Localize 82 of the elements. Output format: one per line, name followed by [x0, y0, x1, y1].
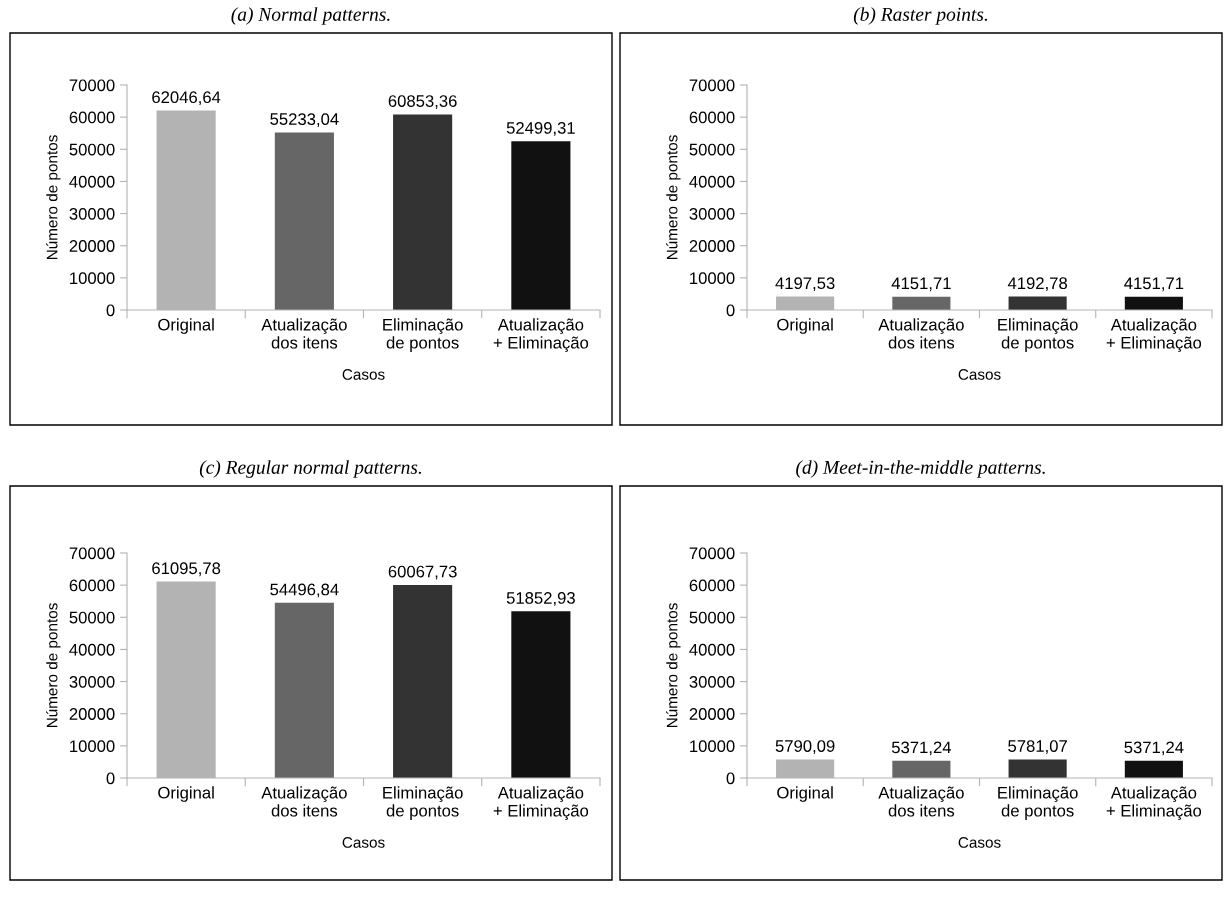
- x-tick-label: Original: [777, 786, 833, 802]
- data-label: 4192,78: [1007, 277, 1068, 292]
- x-tick-label: Original: [158, 318, 214, 334]
- chart-title: (d) Meet-in-the-middle patterns.: [796, 460, 1045, 478]
- y-tick-label: 70000: [69, 79, 115, 92]
- x-tick-label: Atualização dos itens: [261, 318, 347, 349]
- y-tick-label: 0: [106, 772, 115, 785]
- y-tick-label: 60000: [69, 579, 115, 592]
- data-label: 60067,73: [388, 565, 457, 580]
- y-axis-title: Número de pontos: [46, 135, 61, 260]
- y-tick-label: 50000: [689, 611, 735, 624]
- y-tick-label: 50000: [69, 611, 115, 624]
- y-tick-label: 10000: [70, 272, 115, 285]
- y-tick-label: 20000: [69, 708, 115, 720]
- x-tick-label: Atualização dos itens: [878, 786, 964, 817]
- data-label: 54496,84: [270, 583, 339, 598]
- y-tick-label: 50000: [69, 143, 115, 156]
- bar: [511, 611, 571, 778]
- y-tick-label: 60000: [689, 111, 735, 124]
- y-tick-label: 60000: [689, 579, 735, 592]
- y-tick-label: 40000: [689, 643, 735, 656]
- y-tick-label: 40000: [69, 643, 115, 656]
- y-tick-label: 10000: [690, 740, 735, 753]
- y-tick-label: 0: [106, 304, 115, 317]
- data-label: 4197,53: [775, 277, 835, 292]
- y-tick-label: 30000: [689, 207, 735, 220]
- y-tick-label: 40000: [69, 175, 115, 188]
- data-label: 52499,31: [506, 121, 575, 136]
- x-tick-label: Original: [158, 786, 214, 802]
- data-label: 61095,78: [152, 562, 221, 577]
- data-label: 4151,71: [891, 277, 951, 292]
- y-axis-title: Número de pontos: [46, 603, 61, 728]
- x-tick-label: Atualização dos itens: [261, 786, 347, 817]
- y-tick-label: 30000: [689, 675, 735, 688]
- data-label: 5790,09: [775, 740, 835, 754]
- x-axis-title: Casos: [342, 369, 385, 380]
- y-tick-label: 70000: [689, 547, 735, 560]
- y-tick-label: 0: [726, 772, 735, 785]
- y-tick-label: 30000: [69, 207, 115, 220]
- x-tick-label: Eliminação de pontos: [998, 786, 1078, 820]
- y-tick-label: 70000: [689, 79, 735, 92]
- x-axis-title: Casos: [958, 369, 1001, 380]
- x-tick-label: Atualização + Eliminação: [1106, 786, 1202, 820]
- chart-title: (b) Raster points.: [853, 7, 988, 25]
- bar: [511, 141, 571, 310]
- y-tick-label: 30000: [69, 675, 115, 688]
- x-tick-label: Original: [777, 318, 833, 334]
- y-tick-label: 50000: [689, 143, 735, 156]
- chart-title: (c) Regular normal patterns.: [199, 460, 422, 478]
- x-tick-label: Eliminação de pontos: [383, 786, 463, 820]
- y-tick-label: 10000: [70, 740, 115, 753]
- y-tick-label: 20000: [689, 708, 735, 720]
- y-tick-label: 70000: [69, 547, 115, 560]
- x-tick-label: Atualização dos itens: [878, 318, 964, 349]
- bar: [274, 602, 334, 778]
- y-axis-title: Número de pontos: [666, 135, 681, 260]
- x-tick-label: Atualização + Eliminação: [493, 786, 589, 820]
- data-label: 5781,07: [1008, 740, 1067, 754]
- y-tick-label: 60000: [69, 111, 115, 124]
- y-tick-label: 20000: [689, 240, 735, 252]
- data-label: 4151,71: [1124, 277, 1184, 292]
- y-tick-label: 40000: [689, 175, 735, 188]
- x-tick-label: Eliminação de pontos: [998, 318, 1078, 352]
- data-label: 55233,04: [270, 113, 339, 127]
- data-label: 62046,64: [152, 91, 221, 106]
- data-label: 60853,36: [388, 95, 457, 109]
- y-axis-title: Número de pontos: [666, 603, 681, 728]
- bar: [274, 132, 334, 310]
- bar: [393, 114, 453, 310]
- y-tick-label: 10000: [690, 272, 735, 285]
- x-tick-label: Eliminação de pontos: [383, 318, 463, 352]
- chart-title: (a) Normal patterns.: [231, 7, 390, 25]
- data-label: 5371,24: [891, 741, 952, 756]
- data-label: 5371,24: [1124, 741, 1184, 756]
- x-axis-title: Casos: [342, 837, 385, 848]
- x-axis-title: Casos: [958, 837, 1001, 848]
- x-tick-label: Atualização + Eliminação: [1106, 318, 1202, 352]
- x-tick-label: Atualização + Eliminação: [493, 318, 589, 352]
- y-tick-label: 0: [726, 304, 735, 317]
- data-label: 51852,93: [506, 592, 575, 606]
- bar: [393, 584, 453, 778]
- y-tick-label: 20000: [69, 240, 115, 252]
